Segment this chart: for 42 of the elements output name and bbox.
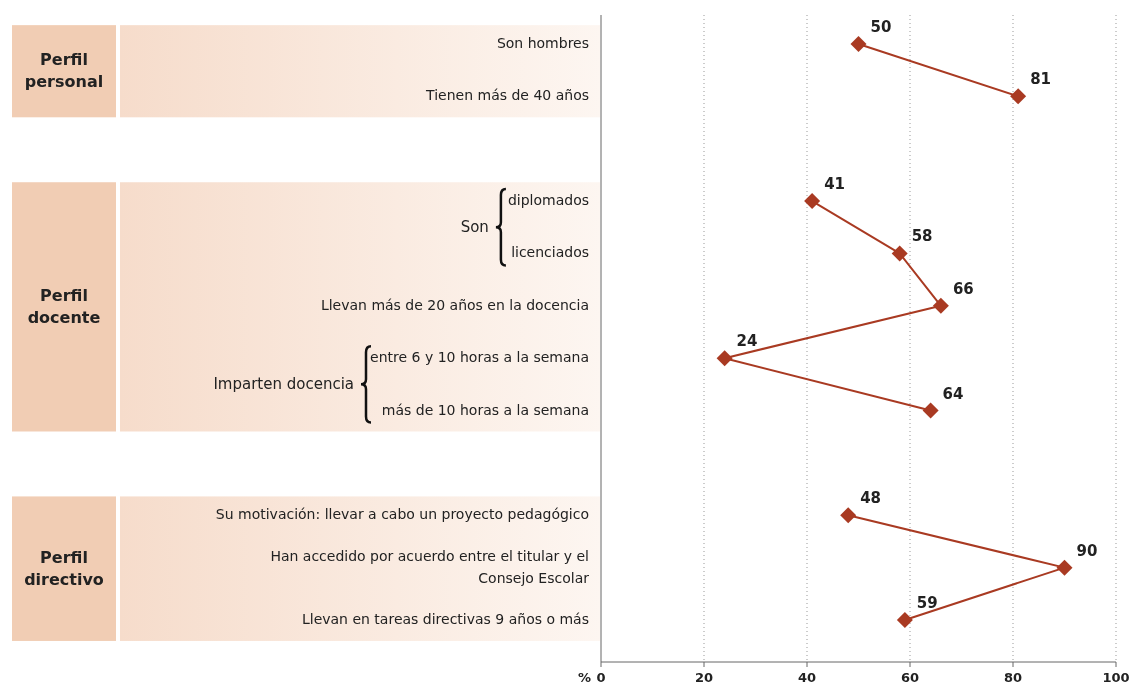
text: Perfil directivo [24, 547, 104, 589]
point [1056, 559, 1073, 576]
y-tick-label: Su motivación: llevar a cabo un proyecto pedagógico [215, 506, 589, 523]
point [716, 350, 733, 367]
y-tick-label: Son hombres [496, 35, 589, 51]
data-label: 58 [911, 227, 933, 246]
data-label: 50 [870, 18, 892, 36]
data-label: 48 [860, 489, 882, 508]
y-tick-label: Han accedido por acuerdo entre el titular y el Consejo Escolar [270, 547, 590, 586]
x-tick-label: 40 [797, 670, 817, 685]
y-tick-label: diplomados [507, 192, 589, 209]
y-tick-label: entre 6 y 10 horas a la semana [370, 349, 589, 366]
data-label: 90 [1076, 541, 1098, 560]
y-tick-label: Tienen más de 40 años [425, 87, 589, 104]
data-label: 64 [942, 384, 964, 403]
x-tick-label: 60 [900, 670, 920, 685]
y-tick-label: más de 10 horas a la semana [381, 401, 589, 418]
x-tick-label: 20 [694, 670, 714, 685]
text: Perfil docente [27, 285, 101, 327]
data-label: 66 [952, 279, 974, 298]
x-tick-label: 0 [596, 670, 606, 685]
data-label: 41 [824, 175, 846, 194]
y-tick-label: Llevan en tareas directivas 9 años o más [301, 611, 589, 627]
point [891, 245, 908, 262]
text: Son [460, 217, 489, 236]
data-label: 81 [1030, 70, 1052, 89]
point [896, 612, 913, 628]
y-tick-label: Llevan más de 20 años en la docencia [320, 296, 589, 313]
point [840, 507, 857, 524]
point [922, 402, 939, 419]
data-label: 24 [736, 332, 758, 351]
text: Perfil personal [24, 49, 104, 91]
point [932, 297, 949, 314]
data-label: 59 [916, 594, 938, 612]
x-tick-label: 100 [1102, 670, 1130, 685]
x-tick-label: 80 [1003, 670, 1023, 685]
text: Imparten docencia [213, 374, 354, 393]
y-tick-label: licenciados [511, 244, 589, 261]
point [804, 193, 821, 210]
x-axis-title: % [577, 670, 591, 685]
point [1010, 88, 1027, 105]
point [850, 36, 867, 52]
